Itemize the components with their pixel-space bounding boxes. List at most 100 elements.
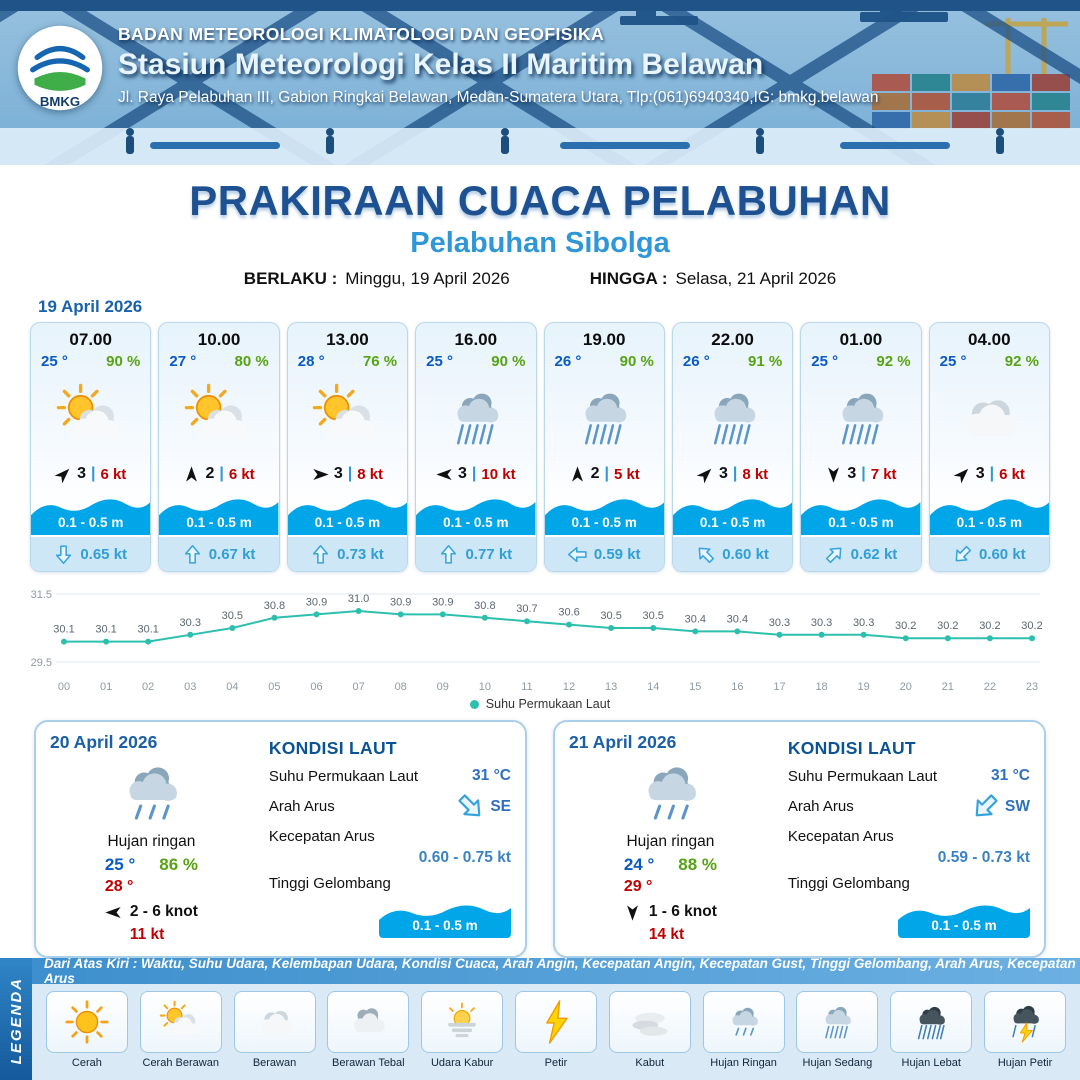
wind-speed: 3 bbox=[77, 465, 86, 482]
wind-row: 3 | 8 kt bbox=[288, 465, 407, 489]
wave-shape-icon bbox=[898, 905, 1030, 938]
daily-forecast-row: 20 April 2026 Hujan ringan 25 ° 86 % 28 … bbox=[0, 714, 1080, 958]
legend-label: Petir bbox=[544, 1057, 568, 1069]
svg-text:17: 17 bbox=[773, 681, 785, 693]
current-speed-row: Kecepatan Arus 0.60 - 0.75 kt bbox=[269, 828, 511, 867]
svg-text:30.1: 30.1 bbox=[95, 624, 116, 636]
wave-height: 0.1 - 0.5 m bbox=[186, 515, 252, 530]
svg-text:30.8: 30.8 bbox=[474, 600, 495, 612]
weather-icon-storm bbox=[1002, 999, 1048, 1045]
wind-row: 2 | 6 kt bbox=[159, 465, 278, 489]
current-speed: 0.62 kt bbox=[850, 545, 898, 563]
sea-conditions-heading: KONDISI LAUT bbox=[787, 738, 916, 758]
temp-humidity-row: 25 ° 92 % bbox=[930, 350, 1049, 370]
header: BMKG BADAN METEOROLOGI KLIMATOLOGI DAN G… bbox=[0, 0, 1080, 165]
gust-speed: 7 kt bbox=[870, 465, 897, 483]
wind-direction-icon bbox=[569, 466, 586, 483]
current-speed: 0.65 kt bbox=[80, 545, 128, 563]
weather-icon-slot bbox=[31, 370, 150, 465]
svg-text:30.9: 30.9 bbox=[390, 596, 411, 608]
weather-icon-bolt bbox=[533, 999, 579, 1045]
daily-stats: 24 ° 88 % 29 ° 1 - 6 knot 14 kt bbox=[624, 855, 717, 944]
current-direction-value: SE bbox=[490, 797, 511, 815]
legend-label: Kabut bbox=[635, 1057, 665, 1069]
validity-row: BERLAKU : Minggu, 19 April 2026 HINGGA : S… bbox=[0, 269, 1080, 289]
legend-label: Hujan Lebat bbox=[901, 1057, 961, 1069]
svg-text:18: 18 bbox=[815, 681, 827, 693]
wave-height: 0.1 - 0.5 m bbox=[956, 515, 1022, 530]
daily-date: 20 April 2026 bbox=[50, 732, 158, 752]
current-direction-icon bbox=[692, 541, 719, 568]
port-illustration bbox=[0, 0, 1080, 165]
legend-icon-fog bbox=[608, 991, 691, 1053]
svg-text:08: 08 bbox=[395, 681, 407, 693]
station-address: Jl. Raya Pelabuhan III, Gabion Ringkai B… bbox=[118, 89, 879, 106]
wind-row: 3 | 7 kt bbox=[801, 465, 920, 489]
daily-condition: Hujan ringan bbox=[626, 833, 715, 850]
min-temperature: 24 ° bbox=[623, 855, 655, 874]
legend-note: Dari Atas Kiri : Waktu, Suhu Udara, Kele… bbox=[32, 956, 1080, 986]
air-temperature: 27 ° bbox=[169, 353, 197, 370]
svg-text:04: 04 bbox=[226, 681, 238, 693]
wind-direction-icon bbox=[624, 904, 641, 921]
valid-from-label: BERLAKU : bbox=[243, 269, 338, 288]
weather-icon-slot bbox=[930, 370, 1049, 465]
weather-icon-sun-cloud bbox=[182, 381, 256, 455]
svg-text:30.9: 30.9 bbox=[306, 596, 327, 608]
gust-speed: 8 kt bbox=[742, 465, 769, 483]
hourly-forecast-card: 04.00 25 ° 92 % 3 | 6 kt 0.1 - 0.5 m 0.6… bbox=[928, 322, 1050, 572]
legend-label: Udara Kabur bbox=[430, 1057, 494, 1069]
legend-icon-rain-heavy bbox=[890, 991, 973, 1053]
svg-text:30.3: 30.3 bbox=[811, 617, 832, 629]
current-speed: 0.77 kt bbox=[465, 545, 513, 563]
legend-bar-label: LEGENDA bbox=[7, 976, 25, 1065]
gust-speed: 6 kt bbox=[100, 465, 127, 483]
wave-height-box: 0.1 - 0.5 m bbox=[379, 896, 511, 938]
port-name: Pelabuhan Sibolga bbox=[410, 227, 670, 259]
divider: | bbox=[604, 465, 609, 482]
weather-icon-sun-cloud bbox=[54, 381, 128, 455]
legend-icon-rain-mid bbox=[796, 991, 879, 1053]
weather-icon-fog bbox=[627, 999, 673, 1045]
wind-speed: 3 bbox=[847, 465, 857, 482]
weather-icon-rain-mid bbox=[696, 381, 770, 455]
wind-speed-range: 1 - 6 knot bbox=[648, 903, 717, 920]
legend-item: Hujan Sedang bbox=[793, 991, 883, 1069]
relative-humidity: 90 % bbox=[491, 353, 526, 370]
current-row: 0.77 kt bbox=[416, 535, 536, 571]
wave-shape-icon bbox=[544, 499, 664, 535]
wave-height-row: Tinggi Gelombang 0.1 - 0.5 m bbox=[269, 875, 511, 938]
current-direction-icon bbox=[439, 545, 458, 564]
svg-text:31.5: 31.5 bbox=[31, 589, 52, 601]
wind-speed: 3 bbox=[975, 465, 985, 482]
current-row: 0.62 kt bbox=[801, 535, 921, 571]
temp-humidity-row: 25 ° 90 % bbox=[416, 350, 535, 370]
weather-icon-rain-light bbox=[108, 751, 194, 837]
hourly-forecast-row: 07.00 25 ° 90 % 3 | 6 kt 0.1 - 0.5 m 0.6… bbox=[0, 322, 1080, 572]
weather-icon-cloud bbox=[252, 999, 298, 1045]
wave-height: 0.1 - 0.5 m bbox=[828, 515, 894, 530]
wind-speed: 3 bbox=[458, 465, 467, 482]
divider: | bbox=[471, 465, 477, 482]
svg-text:30.2: 30.2 bbox=[895, 620, 916, 632]
svg-text:09: 09 bbox=[437, 681, 449, 693]
weather-icon-rain-mid bbox=[814, 999, 860, 1045]
current-row: 0.67 kt bbox=[159, 535, 279, 571]
page-title: PRAKIRAAN CUACA PELABUHAN bbox=[189, 177, 891, 224]
svg-text:30.2: 30.2 bbox=[979, 620, 1000, 632]
current-speed: 0.59 kt bbox=[593, 545, 641, 563]
legend-item: Berawan bbox=[230, 991, 320, 1069]
weather-icon-rain-light bbox=[627, 751, 713, 837]
wind-row: 3 | 6 kt bbox=[31, 465, 150, 489]
air-temperature: 26 ° bbox=[554, 353, 582, 370]
relative-humidity: 92 % bbox=[876, 353, 911, 370]
current-speed: 0.73 kt bbox=[337, 545, 384, 563]
daily-humidity: 88 % bbox=[678, 855, 717, 874]
wind-direction-icon bbox=[950, 462, 974, 486]
forecast-time: 16.00 bbox=[454, 330, 498, 349]
air-temperature: 25 ° bbox=[426, 353, 453, 370]
hourly-forecast-card: 01.00 25 ° 92 % 3 | 7 kt 0.1 - 0.5 m 0.6… bbox=[800, 322, 922, 572]
sst-row: Suhu Permukaan Laut 31 °C bbox=[788, 767, 1030, 785]
forecast-time: 13.00 bbox=[326, 330, 369, 349]
wind-speed: 3 bbox=[333, 465, 343, 482]
